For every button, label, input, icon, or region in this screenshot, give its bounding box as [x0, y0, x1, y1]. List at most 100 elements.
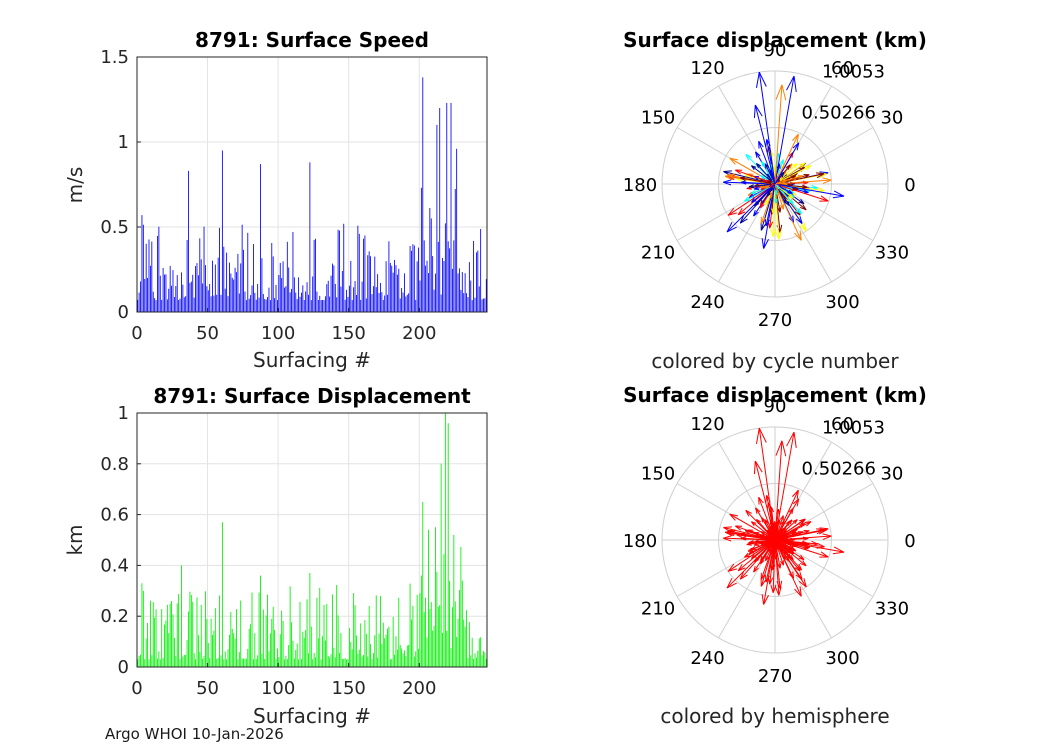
disp-bar: [419, 593, 421, 667]
polar-cycle-arrow-head: [778, 230, 782, 240]
speed-bar: [140, 281, 141, 312]
disp-bar: [210, 618, 212, 667]
speed-bar: [340, 286, 342, 312]
speed-bar: [484, 298, 486, 312]
disp-bar: [142, 590, 144, 667]
disp-bar: [278, 657, 280, 667]
polar-cycle-arrow-head: [764, 184, 769, 189]
speed-bar: [195, 266, 196, 312]
disp-bar: [244, 658, 246, 667]
disp-bar: [224, 651, 226, 667]
disp-bar: [459, 590, 460, 667]
disp-bar: [214, 608, 216, 667]
polar-cycle-arrow-head: [723, 181, 732, 186]
speed-bar: [444, 223, 446, 312]
polar-cycle-arrow-head: [753, 211, 759, 217]
speed-bar: [224, 288, 226, 312]
polar-cycle-arrow-head: [785, 202, 790, 206]
polar-cycle-arrow: [758, 72, 776, 185]
speed-bar: [358, 233, 360, 312]
polar-hemisphere-ring-label: 0.50266: [802, 459, 876, 480]
speed-bar: [380, 282, 381, 312]
polar-cycle-arrow-head: [803, 181, 809, 185]
disp-bar: [291, 622, 292, 667]
disp-bar: [141, 583, 143, 667]
speed-bar: [227, 296, 229, 312]
polar-hemisphere-arrow-head: [789, 519, 793, 525]
speed-bar: [210, 296, 212, 312]
polar-cycle-arrow-head: [795, 210, 802, 215]
speed-bar: [470, 280, 472, 312]
speed-bar: [241, 224, 243, 312]
disp-bar: [324, 640, 326, 667]
polar-hemisphere-arrow-head: [775, 586, 780, 596]
speed-bar: [402, 292, 404, 312]
polar-cycle-arrow-head: [771, 208, 774, 214]
speed-bar: [213, 295, 215, 312]
disp-bar: [285, 655, 287, 667]
disp-bar: [178, 594, 180, 667]
disp-bar: [189, 591, 191, 667]
speed-bar: [343, 223, 345, 312]
polar-hemisphere-arrow-head: [802, 540, 808, 544]
polar-cycle-arrow-head: [796, 142, 800, 151]
disp-bar: [272, 606, 274, 667]
disp-bar: [230, 611, 232, 667]
speed-bar: [433, 289, 435, 312]
polar-cycle-arrow-head: [804, 165, 812, 168]
polar-cycle-arrow: [774, 142, 800, 185]
disp-bar: [340, 633, 342, 667]
disp-bar: [320, 659, 322, 667]
disp-bar: [212, 634, 213, 667]
polar-cycle-arrow-head: [799, 206, 807, 211]
disp-bar: [371, 659, 373, 667]
disp-bar: [401, 648, 403, 667]
disp-bar: [186, 639, 188, 667]
speed-bar: [429, 207, 431, 312]
speed-bar: [478, 286, 480, 312]
polar-hemisphere-arrow-head: [760, 558, 763, 564]
polar-cycle-arrow-head: [804, 174, 810, 179]
speed-bar: [223, 246, 225, 312]
disp-bar: [237, 659, 239, 667]
disp-bar: [385, 634, 387, 667]
polar-hemisphere-arrow-head: [780, 560, 784, 566]
disp-bar: [367, 656, 369, 667]
polar-cycle-arrow-head: [761, 161, 766, 166]
speed-bar: [418, 247, 419, 312]
disp-bar: [430, 602, 432, 667]
speed-bar: [231, 277, 233, 312]
disp-bar: [344, 658, 346, 667]
polar-hemisphere-arrow: [726, 539, 776, 589]
disp-bar: [477, 650, 479, 667]
disp-bar: [483, 650, 484, 667]
polar-cycle-arrow-head: [780, 204, 784, 210]
disp-bar: [426, 637, 428, 667]
polar-cycle-arrow-head: [744, 196, 749, 202]
speed-bar: [245, 300, 247, 312]
polar-hemisphere-arrow-head: [803, 537, 809, 541]
speed-bar: [152, 291, 154, 312]
polar-cycle-arrow-head: [760, 199, 763, 205]
speed-bar: [155, 300, 157, 312]
speed-bar: [413, 245, 415, 312]
speed-bar: [281, 278, 283, 312]
disp-bar: [172, 614, 174, 667]
polar-hemisphere-arrow-head: [744, 555, 751, 558]
polar-cycle-arrow-head: [723, 170, 732, 172]
polar-hemisphere-panel: 0 30 60 90 120 150 180 210 240 270 300 330 0.50266 1.…: [623, 383, 927, 728]
polar-hemisphere-arrow-head: [795, 574, 803, 580]
disp-bar: [418, 648, 419, 667]
polar-cycle-arrow-head: [833, 190, 845, 197]
speed-bar: [333, 265, 335, 312]
speed-bar: [219, 227, 220, 312]
speed-bar: [298, 277, 300, 312]
speed-bar: [220, 294, 222, 312]
disp-bar: [165, 620, 167, 667]
speed-bar: [243, 249, 244, 312]
polar-cycle-arrow-head: [755, 151, 761, 157]
speed-bar: [341, 270, 343, 312]
disp-bar: [205, 591, 206, 667]
polar-hemisphere-arrow-head: [782, 551, 787, 555]
speed-bar: [277, 300, 278, 312]
